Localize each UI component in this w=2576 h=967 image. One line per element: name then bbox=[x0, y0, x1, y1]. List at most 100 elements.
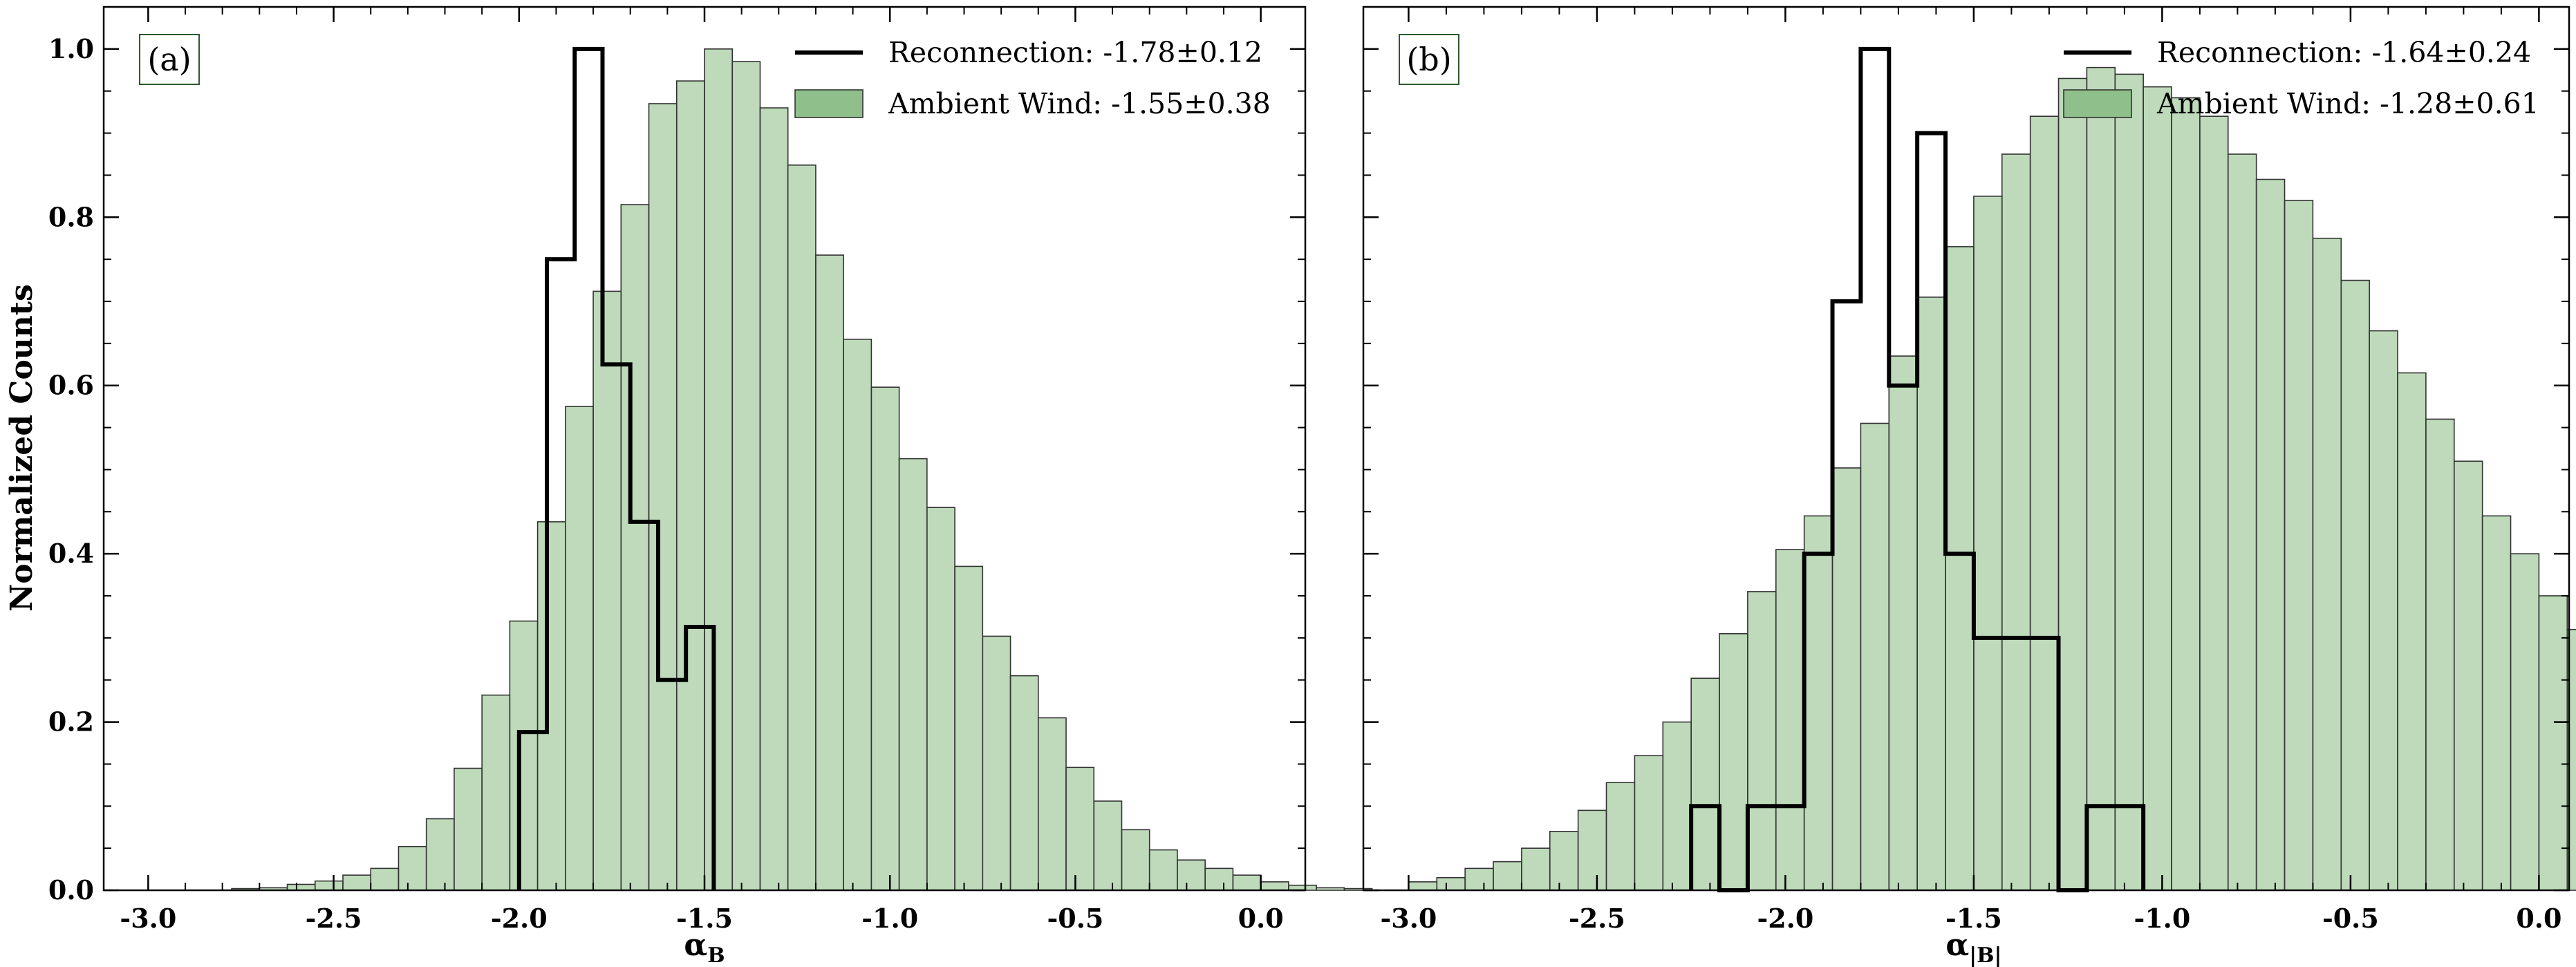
y-tick-label: 1.0 bbox=[48, 33, 94, 64]
ambient-wind-bar bbox=[926, 507, 955, 891]
panel-label-box bbox=[139, 34, 200, 85]
ambient-wind-bar bbox=[2171, 97, 2201, 891]
x-axis-label: αB bbox=[684, 928, 725, 967]
ambient-wind-bar bbox=[481, 694, 511, 891]
x-tick-label: 0.0 bbox=[1238, 903, 1284, 934]
ambient-wind-bar bbox=[2397, 372, 2427, 891]
ambient-wind-bar bbox=[370, 867, 400, 891]
ambient-wind-bar bbox=[898, 458, 928, 891]
x-axis-label-subscript: |B| bbox=[1969, 943, 2001, 967]
ambient-wind-bar bbox=[1148, 849, 1178, 891]
panel-label: (a) bbox=[147, 41, 191, 78]
ambient-wind-bar bbox=[2001, 153, 2031, 891]
ambient-wind-bar bbox=[731, 61, 761, 891]
reconnection-step-line bbox=[516, 46, 716, 890]
ambient-wind-bar bbox=[398, 845, 427, 891]
ambient-wind-bar bbox=[454, 767, 483, 891]
ambient-wind-bar bbox=[648, 103, 678, 891]
ambient-wind-bar bbox=[1775, 549, 1805, 891]
ambient-wind-bar bbox=[536, 521, 566, 891]
x-tick-label: 0.0 bbox=[2516, 903, 2561, 934]
ambient-wind-bar bbox=[1945, 246, 1975, 891]
ambient-wind-bar bbox=[2057, 77, 2088, 891]
ambient-wind-bar bbox=[2143, 86, 2172, 891]
ambient-wind-bar bbox=[286, 883, 316, 891]
x-tick-label: -0.5 bbox=[2322, 903, 2379, 934]
ambient-wind-bar bbox=[1719, 632, 1748, 891]
ambient-wind-bar bbox=[1747, 591, 1777, 891]
ambient-wind-bar bbox=[1177, 859, 1206, 891]
ambient-wind-bar bbox=[1232, 874, 1262, 891]
x-tick-label: -1.0 bbox=[2134, 903, 2190, 934]
ambient-wind-bar bbox=[2453, 460, 2483, 891]
ambient-wind-bar bbox=[1065, 767, 1095, 891]
x-axis-label: α|B| bbox=[1945, 928, 2001, 967]
legend-reconnection-label: Reconnection: -1.78±0.12 bbox=[888, 36, 1262, 69]
ambient-wind-bar bbox=[2029, 115, 2060, 891]
legend-ambient-wind-label: Ambient Wind: -1.55±0.38 bbox=[888, 87, 1271, 120]
x-tick-label: -2.5 bbox=[1569, 903, 1625, 934]
x-axis-label-subscript: B bbox=[707, 943, 725, 967]
plot-frame bbox=[1362, 6, 2570, 892]
ambient-wind-bar bbox=[314, 880, 344, 891]
ambient-wind-bar bbox=[787, 165, 816, 891]
y-axis-label: Normalized Counts bbox=[4, 284, 39, 612]
ambient-wind-bar bbox=[1121, 829, 1150, 891]
x-tick-label: -2.0 bbox=[491, 903, 548, 934]
ambient-wind-bar bbox=[2199, 115, 2229, 891]
ambient-wind-bar bbox=[2086, 66, 2116, 891]
x-tick-label: -1.5 bbox=[676, 903, 733, 934]
x-tick-label: -2.0 bbox=[1757, 903, 1813, 934]
ambient-wind-bar bbox=[1831, 467, 1862, 891]
ambient-wind-bar bbox=[2284, 200, 2314, 891]
ambient-wind-bar bbox=[675, 80, 705, 891]
ambient-wind-bar bbox=[1916, 297, 1946, 891]
ambient-wind-bar bbox=[1577, 809, 1607, 891]
ambient-wind-bar bbox=[565, 406, 594, 891]
ambient-wind-bar bbox=[843, 338, 872, 891]
ambient-wind-bar bbox=[1690, 677, 1720, 891]
ambient-wind-bar bbox=[2255, 178, 2286, 891]
legend-ambient-wind-label: Ambient Wind: -1.28±0.61 bbox=[2156, 87, 2539, 120]
ambient-wind-bar bbox=[2227, 153, 2257, 891]
ambient-wind-bar bbox=[509, 620, 539, 891]
ambient-wind-bar bbox=[425, 818, 455, 891]
ambient-wind-bar bbox=[1436, 876, 1466, 891]
ambient-wind-bar bbox=[1605, 782, 1636, 891]
ambient-wind-bar bbox=[1634, 755, 1664, 891]
ambient-wind-bar bbox=[1803, 515, 1833, 891]
ambient-wind-bar bbox=[1260, 881, 1289, 891]
ambient-wind-bar bbox=[759, 107, 789, 891]
ambient-wind-bar bbox=[1549, 831, 1579, 891]
ambient-wind-bar bbox=[1009, 675, 1039, 891]
ambient-wind-bar bbox=[2369, 330, 2398, 891]
ambient-wind-bar bbox=[2114, 73, 2144, 891]
ambient-wind-bar bbox=[1493, 861, 1522, 891]
ambient-wind-bar bbox=[1662, 721, 1692, 891]
ambient-wind-bar bbox=[1037, 717, 1067, 891]
ambient-wind-bar bbox=[1521, 847, 1551, 891]
panel-label-box bbox=[1399, 34, 1459, 85]
ambient-wind-bar bbox=[2481, 515, 2512, 891]
x-tick-label: -2.5 bbox=[306, 903, 362, 934]
ambient-wind-bar bbox=[1973, 196, 2003, 891]
ambient-wind-bar bbox=[342, 874, 372, 891]
x-axis-label-symbol: α bbox=[684, 928, 707, 963]
ambient-wind-bar bbox=[620, 204, 650, 891]
ambient-wind-bar bbox=[1860, 422, 1890, 891]
ambient-wind-bar bbox=[815, 254, 844, 891]
ambient-wind-bar bbox=[1464, 867, 1494, 891]
ambient-wind-bar bbox=[1204, 867, 1234, 891]
x-tick-label: -3.0 bbox=[120, 903, 176, 934]
ambient-wind-bar bbox=[2340, 279, 2370, 891]
ambient-wind-bar bbox=[2425, 418, 2455, 891]
x-tick-label: -3.0 bbox=[1380, 903, 1437, 934]
panel-a: -3.0 -2.5 -2.0 -1.5 -1.0 -0.5 0.0 0.0 0.2 0.4 0.6 0… bbox=[48, 6, 1373, 967]
ambient-wind-bar bbox=[870, 386, 900, 891]
x-axis-label-symbol: α bbox=[1945, 928, 1969, 963]
ambient-wind-bar bbox=[592, 290, 622, 891]
legend-reconnection-label: Reconnection: -1.64±0.24 bbox=[2157, 36, 2531, 69]
x-tick-label: -1.0 bbox=[861, 903, 918, 934]
y-tick-label: 0.0 bbox=[48, 874, 94, 905]
